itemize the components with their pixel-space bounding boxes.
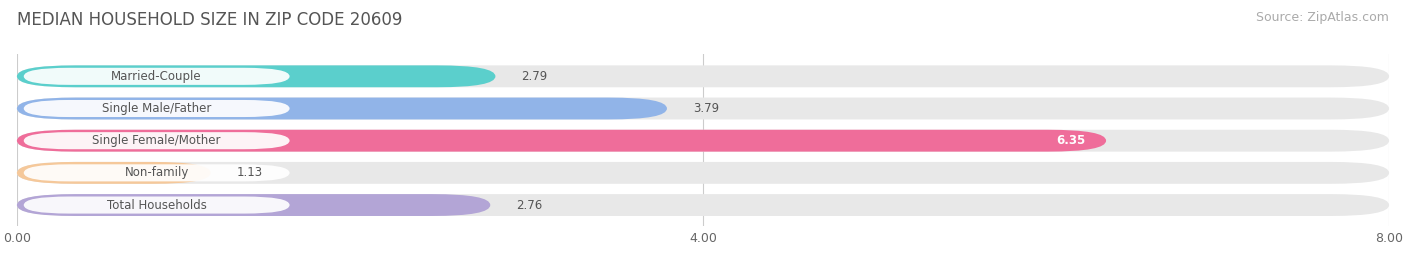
FancyBboxPatch shape	[24, 68, 290, 85]
Text: 2.76: 2.76	[516, 199, 543, 211]
Text: MEDIAN HOUSEHOLD SIZE IN ZIP CODE 20609: MEDIAN HOUSEHOLD SIZE IN ZIP CODE 20609	[17, 11, 402, 29]
FancyBboxPatch shape	[17, 65, 495, 87]
Text: Single Female/Mother: Single Female/Mother	[93, 134, 221, 147]
FancyBboxPatch shape	[17, 162, 1389, 184]
Text: Source: ZipAtlas.com: Source: ZipAtlas.com	[1256, 11, 1389, 24]
Text: Non-family: Non-family	[125, 166, 188, 179]
FancyBboxPatch shape	[17, 194, 491, 216]
Text: 1.13: 1.13	[236, 166, 263, 179]
Text: 2.79: 2.79	[522, 70, 547, 83]
FancyBboxPatch shape	[17, 65, 1389, 87]
FancyBboxPatch shape	[17, 162, 211, 184]
FancyBboxPatch shape	[17, 194, 1389, 216]
FancyBboxPatch shape	[24, 197, 290, 214]
Text: Married-Couple: Married-Couple	[111, 70, 202, 83]
FancyBboxPatch shape	[17, 130, 1107, 152]
FancyBboxPatch shape	[17, 98, 1389, 119]
FancyBboxPatch shape	[17, 130, 1389, 152]
FancyBboxPatch shape	[24, 164, 290, 181]
FancyBboxPatch shape	[17, 98, 666, 119]
Text: 3.79: 3.79	[693, 102, 718, 115]
Text: 6.35: 6.35	[1056, 134, 1085, 147]
Text: Total Households: Total Households	[107, 199, 207, 211]
FancyBboxPatch shape	[24, 132, 290, 149]
FancyBboxPatch shape	[24, 100, 290, 117]
Text: Single Male/Father: Single Male/Father	[103, 102, 211, 115]
